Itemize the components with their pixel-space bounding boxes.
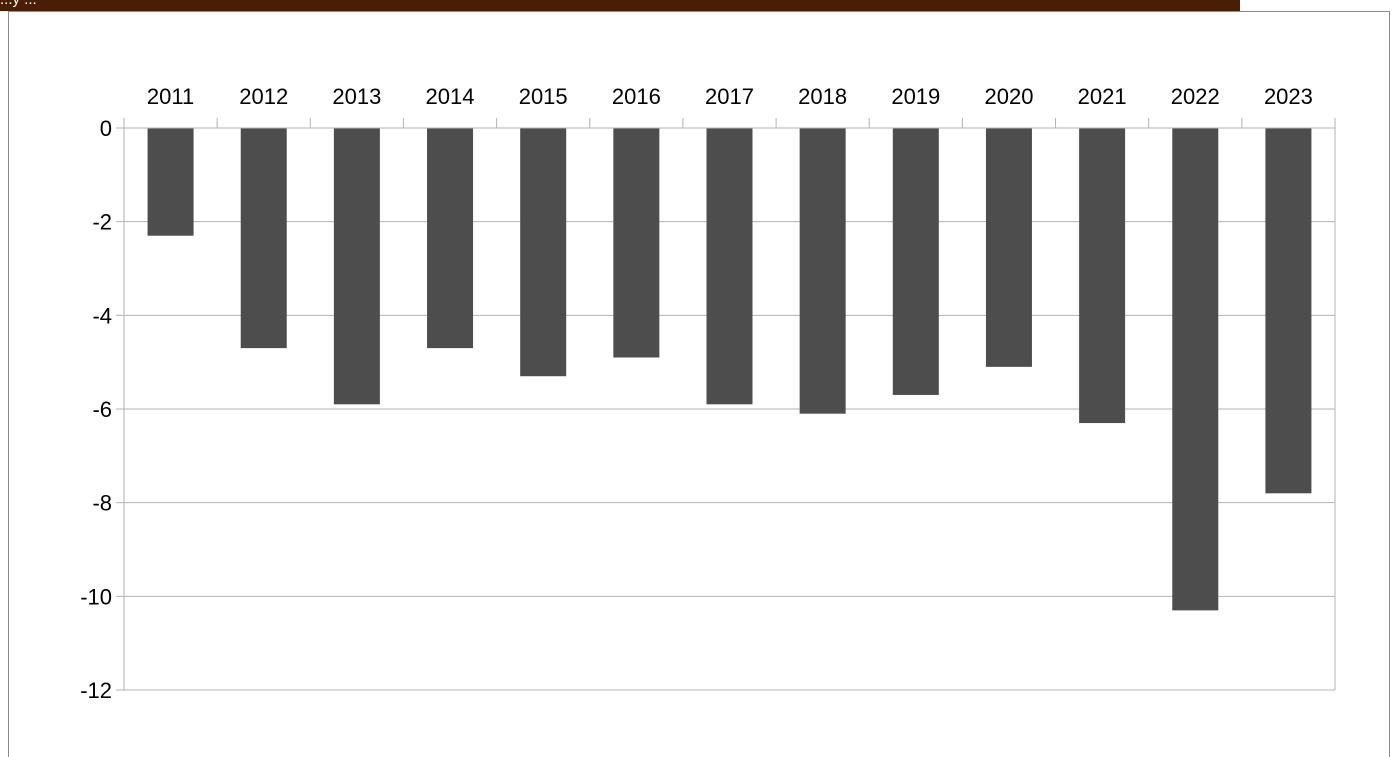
header-partial-text: ...y ... [0, 0, 37, 9]
y-tick-label: -2 [92, 210, 112, 235]
x-tick-label: 2015 [519, 84, 568, 109]
tick-labels: 0 -2 -4 -6 -8 -10 -12 2011 2012 2013 2014 2015 2016 2… [80, 84, 1313, 703]
bar-2023 [1265, 128, 1312, 494]
x-tick-label: 2018 [798, 84, 847, 109]
y-tick-label: -4 [92, 303, 112, 328]
x-tick-label: 2017 [705, 84, 754, 109]
header-bar: ...y ... [0, 0, 1240, 11]
chart-frame [8, 11, 1390, 757]
bar-2019 [892, 128, 939, 395]
axes [116, 118, 1336, 691]
bar-2014 [427, 128, 474, 349]
x-tick-label: 2019 [891, 84, 940, 109]
x-tick-label: 2022 [1171, 84, 1220, 109]
y-tick-label: -8 [92, 491, 112, 516]
bar-2020 [985, 128, 1032, 367]
y-tick-label: -10 [80, 584, 112, 609]
bar-2021 [1079, 128, 1126, 424]
x-tick-label: 2020 [984, 84, 1033, 109]
x-tick-label: 2014 [426, 84, 475, 109]
bar-2011 [147, 128, 194, 236]
bar-2013 [333, 128, 380, 405]
bar-2017 [706, 128, 753, 405]
y-tick-label: -6 [92, 397, 112, 422]
x-tick-label: 2013 [332, 84, 381, 109]
bar-2018 [799, 128, 846, 414]
y-tick-label: -12 [80, 678, 112, 703]
x-tick-label: 2021 [1078, 84, 1127, 109]
y-tick-label: 0 [100, 116, 112, 141]
x-tick-label: 2016 [612, 84, 661, 109]
bar-2022 [1172, 128, 1219, 611]
x-tick-label: 2023 [1264, 84, 1313, 109]
bar-2012 [240, 128, 287, 349]
x-tick-label: 2011 [147, 84, 194, 109]
bar-2015 [520, 128, 567, 377]
bars [147, 128, 1312, 611]
bar-2016 [613, 128, 660, 358]
x-tick-label: 2012 [239, 84, 288, 109]
